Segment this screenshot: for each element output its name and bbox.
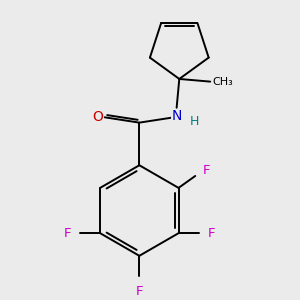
Text: O: O xyxy=(92,110,103,124)
Text: F: F xyxy=(208,227,215,240)
Text: F: F xyxy=(63,227,71,240)
Text: F: F xyxy=(202,164,210,177)
Text: N: N xyxy=(171,109,182,123)
Text: CH₃: CH₃ xyxy=(213,76,234,87)
Text: H: H xyxy=(190,115,199,128)
Text: F: F xyxy=(136,285,143,298)
